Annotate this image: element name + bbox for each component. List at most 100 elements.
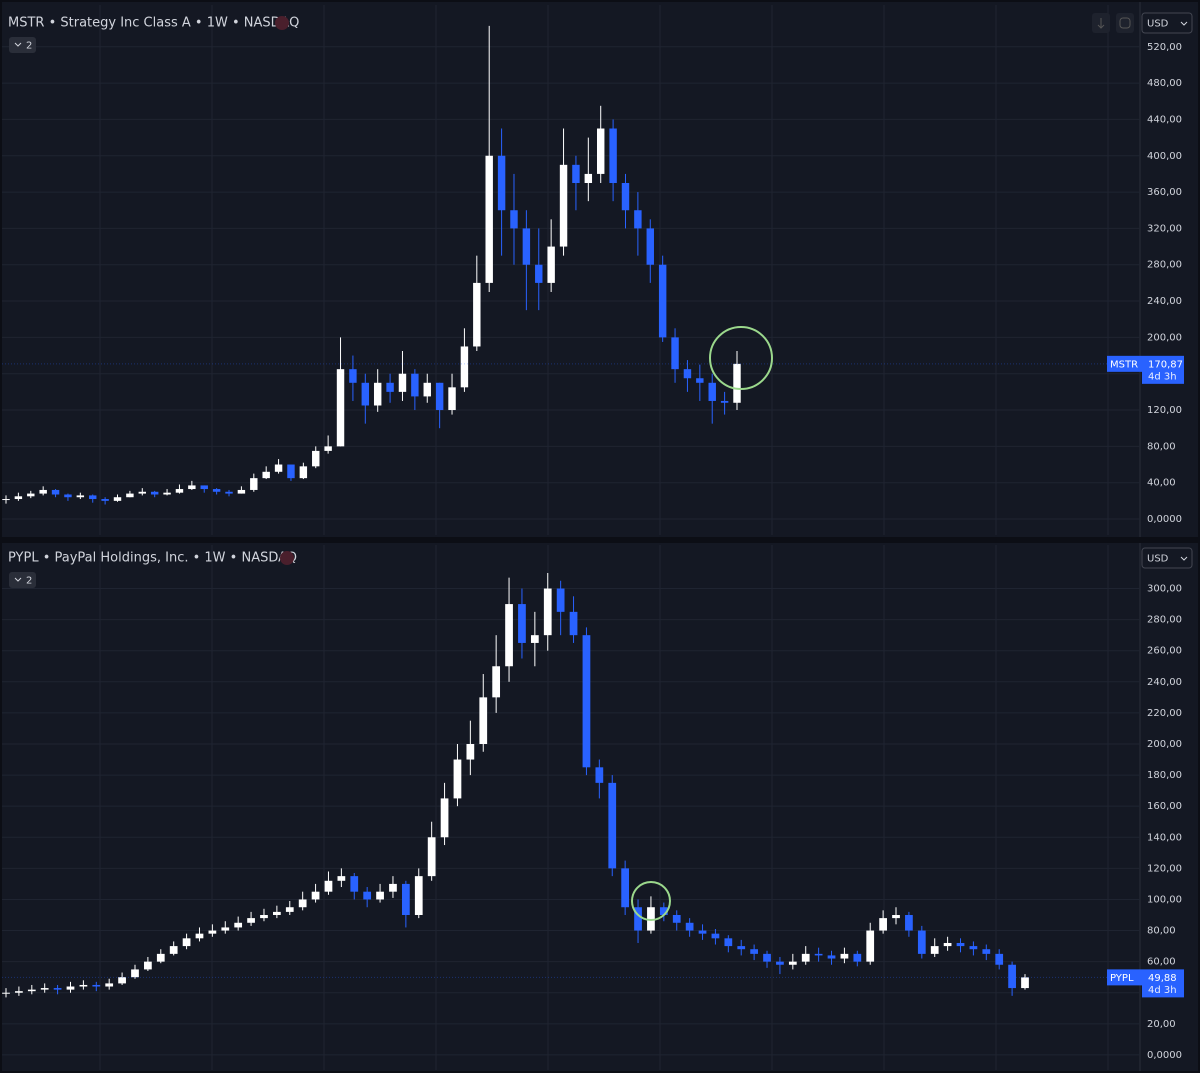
candle-body [448,387,456,411]
currency: USD [1147,554,1169,565]
candle-body [595,767,604,783]
candle-body [40,988,49,990]
candle-body [389,883,397,892]
chart-title: PYPL • PayPal Holdings, Inc. • 1W • NASD… [8,551,297,566]
y-tick-label: 200,00 [1147,739,1182,750]
candle-body [685,922,694,931]
candle-body [720,400,729,403]
candle-body [905,915,913,931]
candle-body [427,837,436,877]
candle-body [733,363,741,403]
candle-body [582,635,591,768]
y-tick-label: 280,00 [1147,615,1182,626]
candle-body [225,491,233,494]
candle-body [273,911,281,916]
y-tick-label: 260,00 [1147,646,1182,657]
candle-body [724,938,733,947]
candle-body [274,464,283,472]
candle-body [398,373,407,392]
candle-body [373,382,382,406]
y-tick-label: 80,00 [1147,926,1176,937]
y-tick-label: 300,00 [1147,584,1182,595]
candle-body [892,915,900,919]
candle-body [879,918,887,931]
reset-icon [1119,17,1131,29]
indicator-toggle[interactable] [9,572,36,588]
chevron [1180,21,1188,26]
candle-body [195,933,204,939]
highlight-circle [709,326,773,390]
candle-body [969,946,978,950]
candle-body [473,282,481,347]
y-tick-label: 20,00 [1147,1019,1176,1030]
indicator-toggle[interactable] [9,37,36,53]
candle-body [324,880,333,892]
y-tick-label: 120,00 [1147,863,1182,874]
y-tick-label: 80,00 [1147,441,1176,452]
y-tick-label: 40,00 [1147,478,1176,489]
candle-body [510,210,518,229]
candle-body [435,382,444,411]
candle-body [53,988,62,990]
plots: 0,0000 40,00 80,00 120,00 160,00 200,00 240,00… [2,5,1182,1070]
price-tag-label: 170,87 [1148,359,1183,370]
status-icon [280,551,294,565]
candle-body [150,491,159,495]
candle-body [14,496,23,500]
candle-body [505,604,513,667]
symbol-tag-label: MSTR [1110,359,1138,370]
currency-select[interactable] [1141,12,1193,34]
y-tick-label: 440,00 [1147,114,1182,125]
indicator-count: 2 [26,576,32,587]
candle-body [76,495,85,498]
candle-body [696,378,704,383]
candle-body [336,369,345,447]
candle-body [212,489,221,492]
candle-body [311,891,320,900]
candle-body [559,164,568,247]
candle-body [621,182,630,211]
candle-body [221,927,230,931]
candle-body [386,382,394,392]
candle-body [982,949,991,954]
candle-body [609,128,617,183]
candle-body [840,953,849,959]
candle-body [995,953,1004,965]
candle-body [105,983,114,987]
y-tick-label: 180,00 [1147,770,1182,781]
candle-body [350,876,359,892]
candle-body [51,489,60,495]
candle-body [776,961,784,965]
y-tick-label: 480,00 [1147,78,1182,89]
y-tick-label: 320,00 [1147,223,1182,234]
candle-body [118,977,126,984]
candle-body [646,228,654,265]
candle-body [814,953,823,956]
candle-body [156,953,165,962]
candle-body [64,494,72,498]
candle-body [262,471,270,479]
candle-body [287,464,295,479]
candle-body [801,953,810,962]
candle-body [497,155,506,211]
candle-body [788,961,797,965]
y-tick-label: 100,00 [1147,894,1182,905]
candle-body [956,942,965,947]
currency-select[interactable] [1141,547,1193,569]
candle-body [237,489,246,494]
candle-body [543,588,552,636]
candle-body [763,953,771,962]
candle-body [522,228,531,265]
candle-body [460,346,469,388]
reset-button[interactable] [1116,13,1134,33]
candle-body [671,337,679,370]
candle-body [658,264,667,338]
candle-body [349,369,357,383]
y-tick-label: 240,00 [1147,677,1182,688]
candle-body [827,955,836,959]
candle-body [144,961,152,970]
candle-body [479,697,488,744]
candle-body [376,891,384,900]
panel [2,2,1198,537]
